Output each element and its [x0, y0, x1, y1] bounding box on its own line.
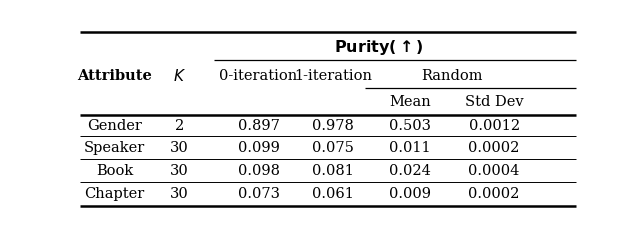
Text: 0.011: 0.011 [389, 141, 431, 155]
Text: 0.0002: 0.0002 [468, 141, 520, 155]
Text: Chapter: Chapter [84, 187, 145, 201]
Text: 0.081: 0.081 [312, 164, 354, 178]
Text: 0.073: 0.073 [237, 187, 280, 201]
Text: Speaker: Speaker [84, 141, 145, 155]
Text: Mean: Mean [389, 94, 431, 109]
Text: 0.503: 0.503 [389, 119, 431, 133]
Text: 0.098: 0.098 [237, 164, 280, 178]
Text: 0.0002: 0.0002 [468, 187, 520, 201]
Text: $K$: $K$ [173, 68, 186, 84]
Text: 1-iteration: 1-iteration [294, 69, 372, 83]
Text: 0.0012: 0.0012 [468, 119, 520, 133]
Text: 0.897: 0.897 [237, 119, 280, 133]
Text: Book: Book [96, 164, 133, 178]
Text: Gender: Gender [87, 119, 142, 133]
Text: 0.075: 0.075 [312, 141, 354, 155]
Text: Attribute: Attribute [77, 69, 152, 83]
Text: Random: Random [421, 69, 483, 83]
Text: 0.978: 0.978 [312, 119, 354, 133]
Text: $\bf{Purity}$$\bf{(\uparrow)}$: $\bf{Purity}$$\bf{(\uparrow)}$ [334, 38, 424, 57]
Text: 30: 30 [170, 187, 189, 201]
Text: 0.024: 0.024 [389, 164, 431, 178]
Text: 0.099: 0.099 [237, 141, 280, 155]
Text: 0.0004: 0.0004 [468, 164, 520, 178]
Text: 30: 30 [170, 164, 189, 178]
Text: 30: 30 [170, 141, 189, 155]
Text: Std Dev: Std Dev [465, 94, 524, 109]
Text: 0.009: 0.009 [389, 187, 431, 201]
Text: 0.061: 0.061 [312, 187, 354, 201]
Text: 2: 2 [175, 119, 184, 133]
Text: 0-iteration: 0-iteration [220, 69, 298, 83]
